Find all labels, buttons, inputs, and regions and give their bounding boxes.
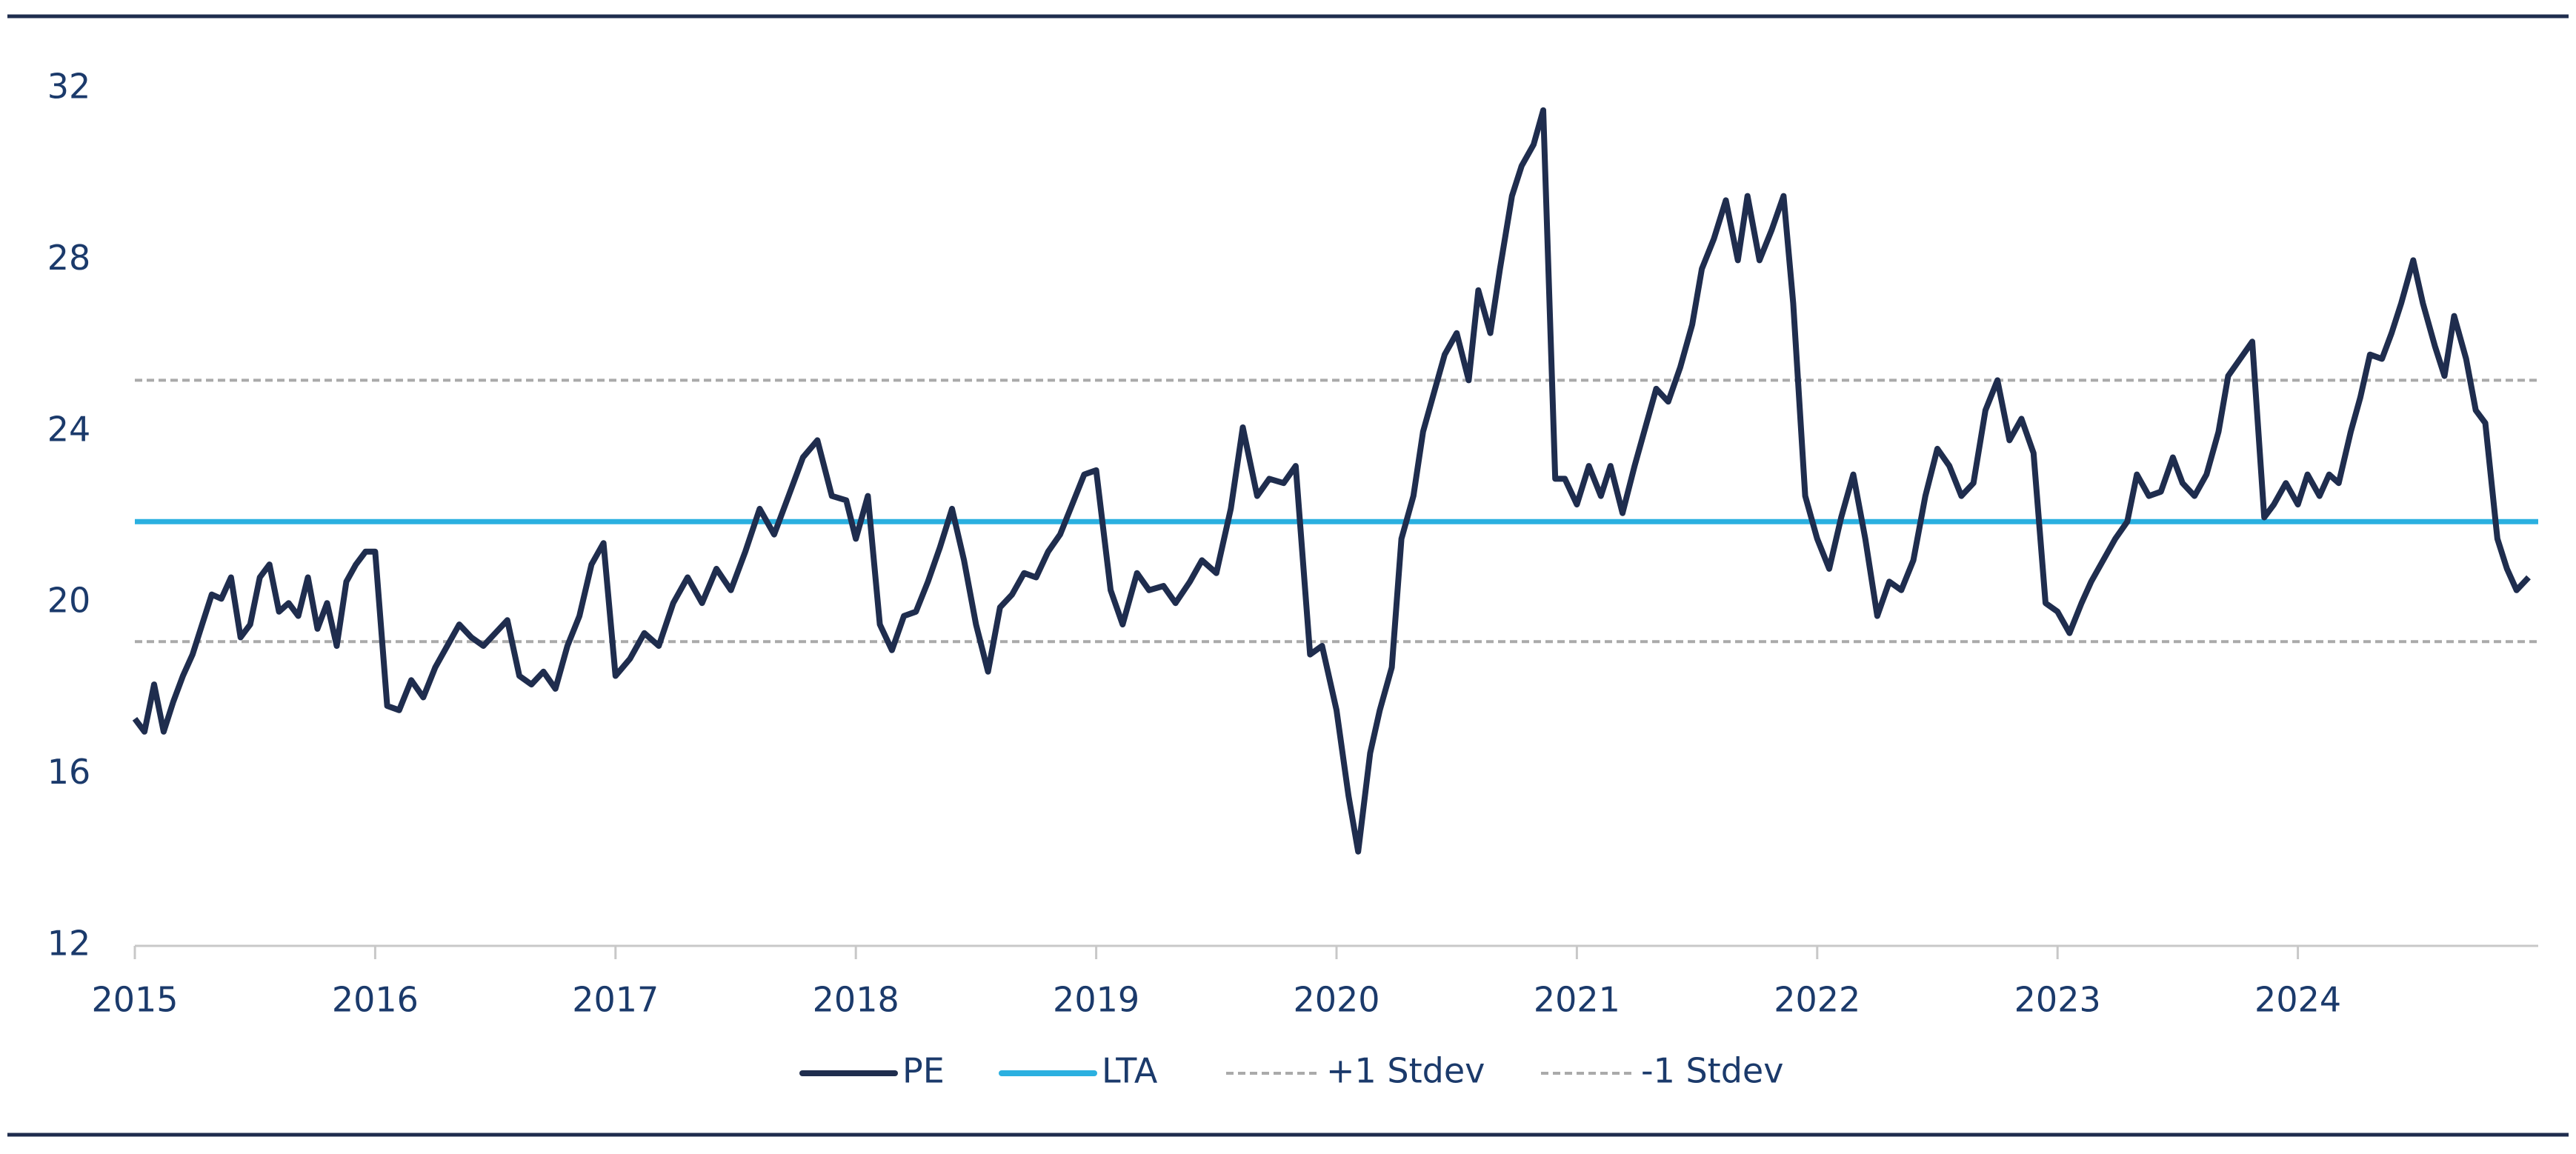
y-tick-label: 32 bbox=[47, 67, 91, 107]
x-tick-label: 2020 bbox=[1293, 980, 1379, 1020]
y-tick-label: 24 bbox=[47, 409, 91, 449]
y-tick-label: 20 bbox=[47, 581, 91, 621]
x-tick-label: 2017 bbox=[572, 980, 659, 1020]
x-tick-label: 2024 bbox=[2254, 980, 2341, 1020]
x-tick-label: 2019 bbox=[1053, 980, 1139, 1020]
x-tick-label: 2022 bbox=[1774, 980, 1860, 1020]
legend-label: +1 Stdev bbox=[1326, 1051, 1485, 1091]
y-tick-label: 28 bbox=[47, 238, 91, 278]
y-tick-label: 16 bbox=[47, 752, 91, 792]
x-tick-label: 2018 bbox=[813, 980, 899, 1020]
x-tick-label: 2021 bbox=[1534, 980, 1620, 1020]
x-tick-label: 2023 bbox=[2014, 980, 2101, 1020]
legend-label: PE bbox=[902, 1051, 945, 1091]
x-tick-label: 2016 bbox=[332, 980, 419, 1020]
y-tick-label: 12 bbox=[47, 924, 91, 964]
legend-label: -1 Stdev bbox=[1641, 1051, 1783, 1091]
x-tick-label: 2015 bbox=[91, 980, 178, 1020]
legend-label: LTA bbox=[1102, 1051, 1158, 1091]
pe-line bbox=[132, 107, 2531, 855]
